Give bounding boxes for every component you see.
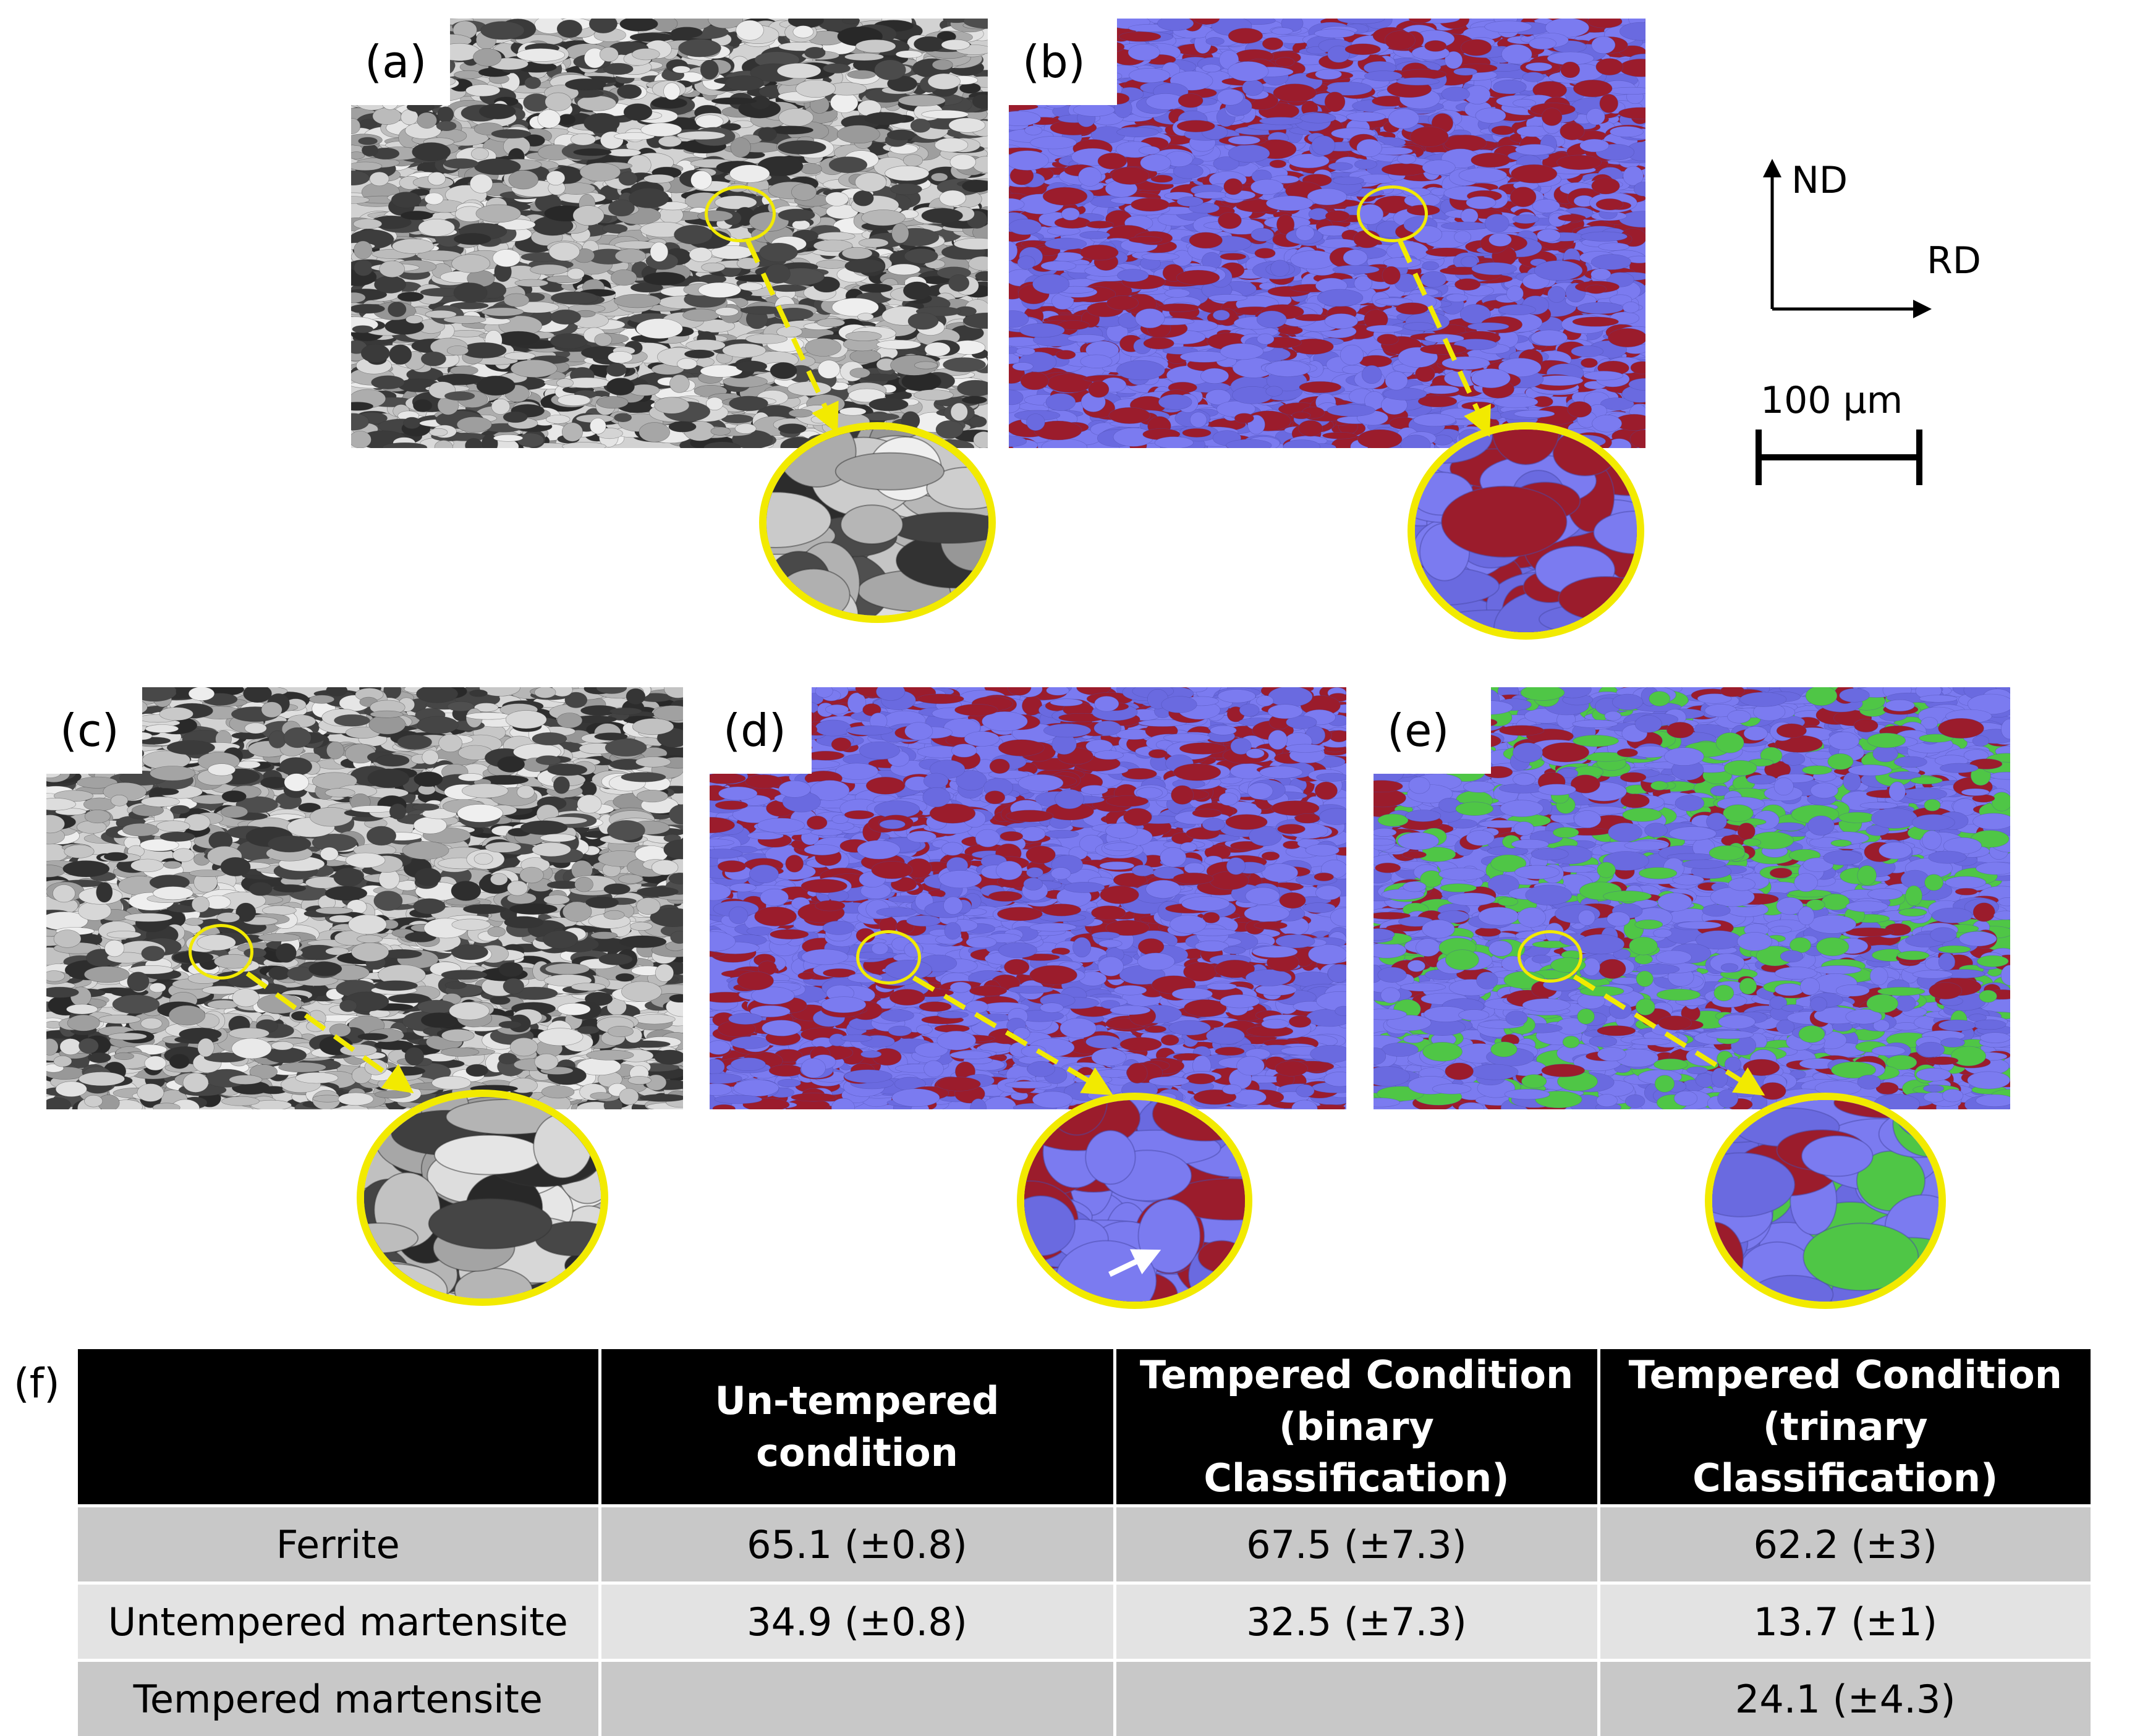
highlight-circle-d (856, 930, 921, 984)
cell: 67.5 (±7.3) (1115, 1506, 1599, 1583)
table-header-row: Un-tempered condition Tempered Condition… (78, 1349, 2091, 1506)
cell: 65.1 (±0.8) (600, 1506, 1115, 1583)
highlight-circle-b (1357, 185, 1428, 242)
zoom-inset-e (1705, 1093, 1946, 1309)
panel-label-a: (a) (351, 19, 450, 105)
highlight-circle-c (189, 924, 253, 980)
micrograph-texture (364, 1097, 601, 1298)
zoom-inset-a (759, 422, 996, 623)
cell (1115, 1661, 1599, 1736)
micrograph-texture (1415, 430, 1637, 632)
table-row: Ferrite 65.1 (±0.8) 67.5 (±7.3) 62.2 (±3… (78, 1506, 2091, 1583)
cell: 24.1 (±4.3) (1599, 1661, 2091, 1736)
table-row: Tempered martensite 24.1 (±4.3) (78, 1661, 2091, 1736)
rd-label: RD (1927, 242, 1981, 279)
panel-label-f: (f) (14, 1360, 60, 1407)
cell: 62.2 (±3) (1599, 1506, 2091, 1583)
panel-label-c: (c) (46, 687, 142, 774)
cell (600, 1661, 1115, 1736)
panel-label-b: (b) (1009, 19, 1117, 105)
table-row: Untempered martensite 34.9 (±0.8) 32.5 (… (78, 1583, 2091, 1661)
scale-bar-label: 100 µm (1760, 382, 1903, 419)
header-blank (78, 1349, 600, 1506)
zoom-inset-d (1017, 1093, 1252, 1309)
zoom-inset-b (1408, 422, 1644, 640)
micrograph-texture (766, 430, 988, 616)
micrograph-texture (1024, 1100, 1245, 1302)
panel-label-d: (d) (710, 687, 812, 774)
micrograph-texture (1712, 1100, 1938, 1302)
header-tempered-trinary: Tempered Condition (trinary Classificati… (1599, 1349, 2091, 1506)
row-label: Tempered martensite (78, 1661, 600, 1736)
highlight-circle-a (705, 185, 776, 242)
zoom-inset-c (357, 1090, 608, 1306)
cell: 34.9 (±0.8) (600, 1583, 1115, 1661)
row-label: Ferrite (78, 1506, 600, 1583)
header-untempered: Un-tempered condition (600, 1349, 1115, 1506)
row-label: Untempered martensite (78, 1583, 600, 1661)
header-tempered-binary: Tempered Condition (binary Classificatio… (1115, 1349, 1599, 1506)
panel-label-e: (e) (1374, 687, 1491, 774)
highlight-circle-e (1518, 930, 1582, 983)
phase-fraction-table: Un-tempered condition Tempered Condition… (78, 1349, 2091, 1736)
nd-label: ND (1791, 162, 1848, 199)
cell: 32.5 (±7.3) (1115, 1583, 1599, 1661)
cell: 13.7 (±1) (1599, 1583, 2091, 1661)
